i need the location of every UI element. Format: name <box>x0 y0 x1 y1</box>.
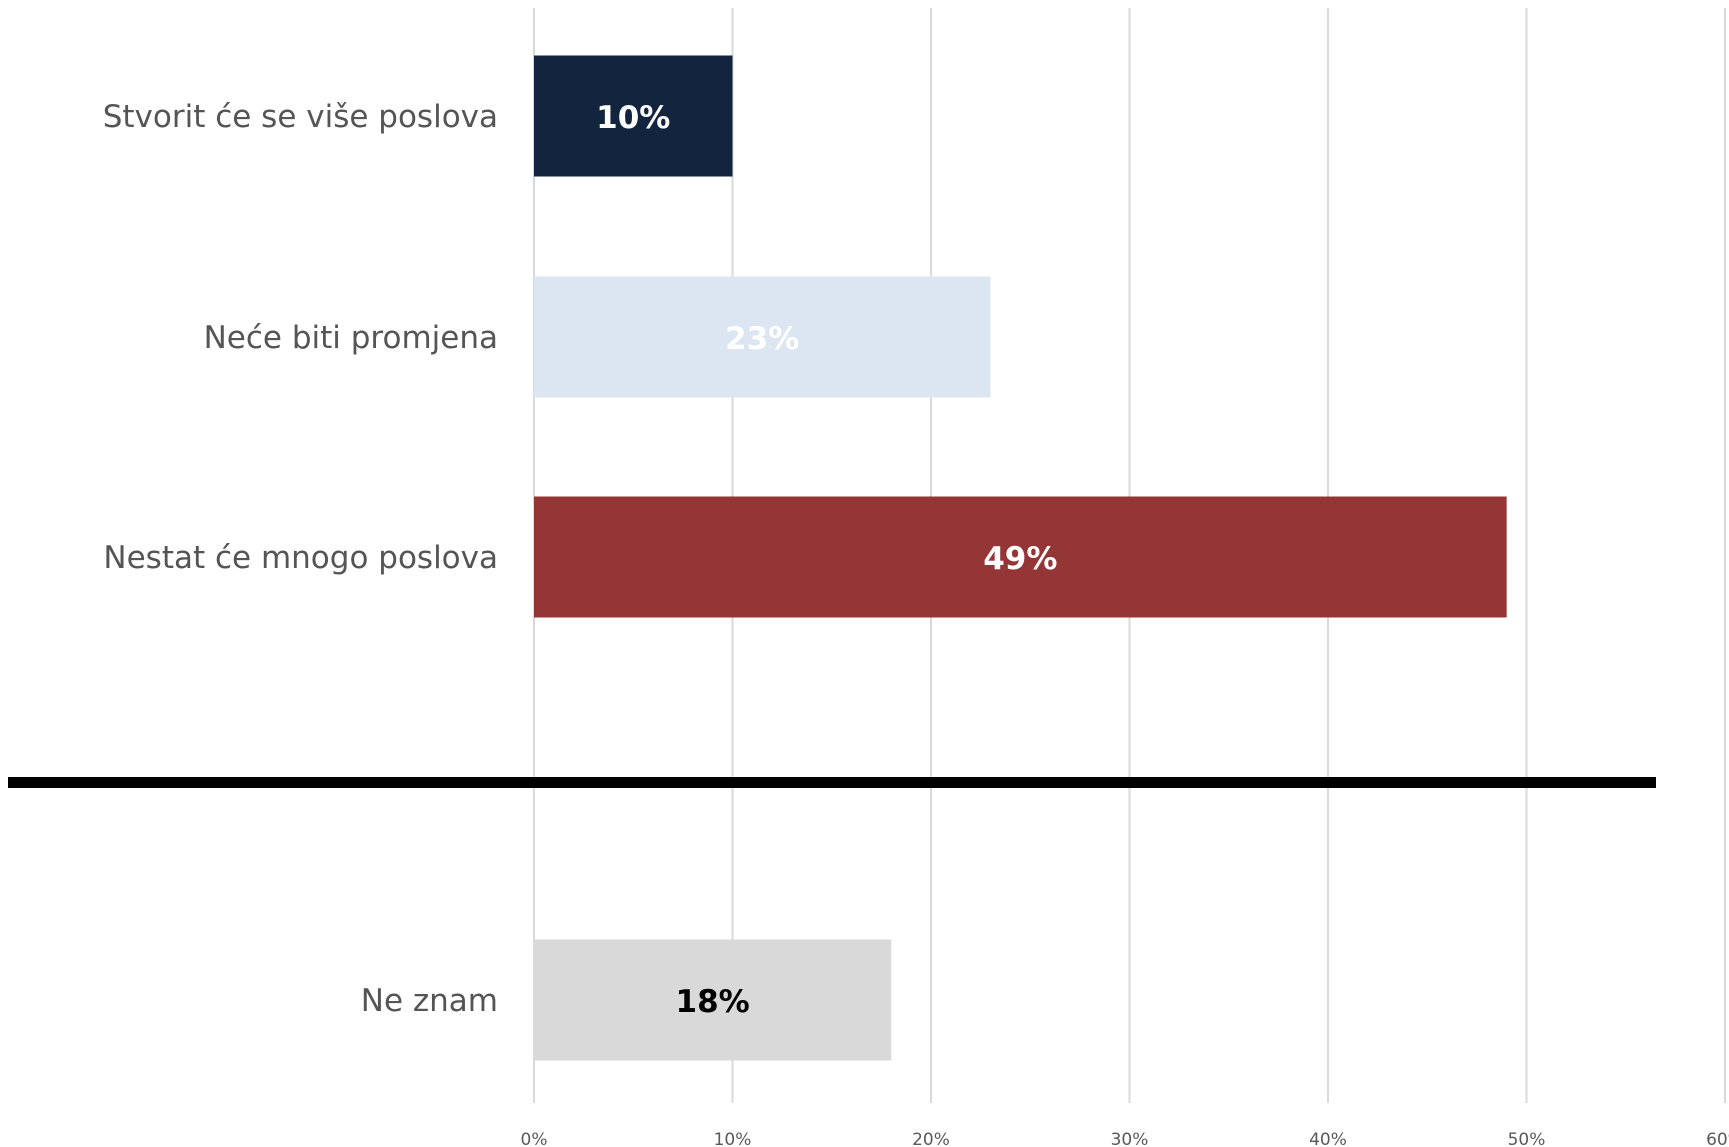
bar <box>534 276 991 398</box>
x-tick-label: 40% <box>1309 1130 1347 1147</box>
x-tick-label: 30% <box>1111 1130 1149 1147</box>
bar <box>534 55 733 177</box>
category-labels: Stvorit će se više poslova Neće biti prom… <box>103 99 498 1019</box>
separator-line <box>8 777 1656 788</box>
data-labels: 10% 23% 49% 18% <box>596 100 1057 1020</box>
x-tick-label: 0% <box>521 1130 548 1147</box>
x-tick-label: 50% <box>1508 1130 1546 1147</box>
x-tick-label: 20% <box>912 1130 950 1147</box>
data-label: 10% <box>596 100 670 136</box>
data-label: 23% <box>725 321 799 357</box>
x-tick-label: 10% <box>714 1130 752 1147</box>
data-label: 49% <box>983 541 1057 577</box>
x-axis-tick-labels: 0% 10% 20% 30% 40% 50% 60% <box>521 1130 1729 1147</box>
bar <box>534 496 1507 618</box>
bars <box>534 55 1507 1061</box>
category-label: Stvorit će se više poslova <box>103 99 498 135</box>
category-label: Ne znam <box>361 983 498 1019</box>
data-label: 18% <box>676 984 750 1020</box>
category-label: Nestat će mnogo poslova <box>103 540 498 576</box>
x-tick-label: 60% <box>1706 1130 1729 1147</box>
bar <box>534 939 892 1061</box>
category-label: Neće biti promjena <box>204 320 498 356</box>
